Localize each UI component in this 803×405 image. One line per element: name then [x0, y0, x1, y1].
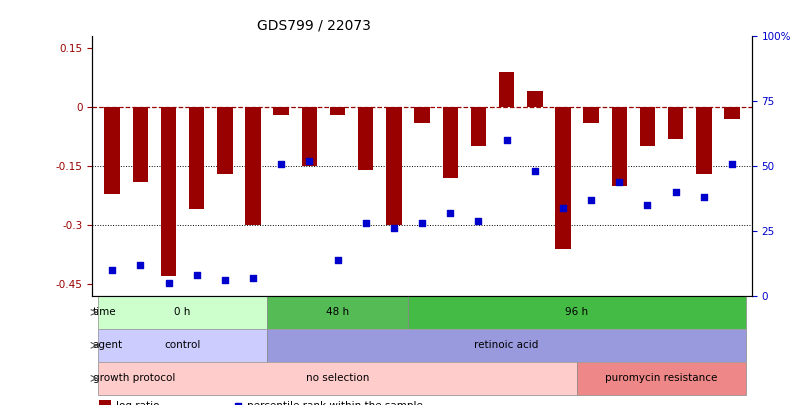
- Bar: [267, 296, 407, 329]
- Point: [218, 277, 231, 284]
- Bar: [414, 107, 430, 123]
- Point: [528, 168, 540, 175]
- Point: [303, 158, 316, 164]
- Bar: [611, 107, 626, 186]
- Bar: [104, 107, 120, 194]
- Bar: [724, 107, 739, 119]
- Text: control: control: [165, 340, 201, 350]
- Bar: [273, 107, 288, 115]
- Point: [190, 272, 203, 278]
- Bar: [301, 107, 316, 166]
- Point: [584, 196, 597, 203]
- Bar: [583, 107, 598, 123]
- Bar: [667, 107, 683, 139]
- Bar: [527, 92, 542, 107]
- Point: [387, 225, 400, 232]
- Text: agent: agent: [92, 340, 123, 350]
- Point: [696, 194, 709, 200]
- Text: percentile rank within the sample: percentile rank within the sample: [247, 401, 422, 405]
- Bar: [98, 329, 267, 362]
- Bar: [555, 107, 570, 249]
- Point: [359, 220, 372, 226]
- Bar: [498, 72, 514, 107]
- Point: [247, 275, 259, 281]
- Text: 96 h: 96 h: [565, 307, 588, 318]
- Point: [499, 137, 512, 143]
- Point: [471, 217, 484, 224]
- Text: time: time: [92, 307, 116, 318]
- Text: log ratio: log ratio: [116, 401, 159, 405]
- Text: 0 h: 0 h: [174, 307, 190, 318]
- Text: retinoic acid: retinoic acid: [474, 340, 538, 350]
- Bar: [442, 107, 458, 178]
- Bar: [577, 362, 745, 395]
- Point: [612, 179, 625, 185]
- Point: [106, 266, 119, 273]
- Bar: [98, 296, 267, 329]
- Text: no selection: no selection: [305, 373, 369, 384]
- Bar: [99, 401, 111, 405]
- Bar: [217, 107, 232, 174]
- Point: [162, 279, 175, 286]
- Bar: [98, 362, 577, 395]
- Point: [331, 256, 344, 263]
- Text: GDS799 / 22073: GDS799 / 22073: [257, 19, 371, 33]
- Point: [415, 220, 428, 226]
- Point: [275, 160, 287, 167]
- Point: [134, 262, 147, 268]
- Bar: [385, 107, 402, 225]
- Bar: [189, 107, 204, 209]
- Bar: [132, 107, 148, 182]
- Bar: [407, 296, 745, 329]
- Bar: [267, 329, 745, 362]
- Text: 48 h: 48 h: [325, 307, 349, 318]
- Bar: [245, 107, 260, 225]
- Point: [556, 205, 569, 211]
- Bar: [639, 107, 654, 147]
- Point: [724, 160, 737, 167]
- Bar: [470, 107, 486, 147]
- Bar: [357, 107, 373, 170]
- Point: [640, 202, 653, 208]
- Text: puromycin resistance: puromycin resistance: [605, 373, 717, 384]
- Text: growth protocol: growth protocol: [92, 373, 175, 384]
- Bar: [161, 107, 176, 276]
- Point: [230, 403, 243, 405]
- Bar: [329, 107, 345, 115]
- Point: [668, 189, 681, 195]
- Bar: [695, 107, 711, 174]
- Point: [443, 210, 456, 216]
